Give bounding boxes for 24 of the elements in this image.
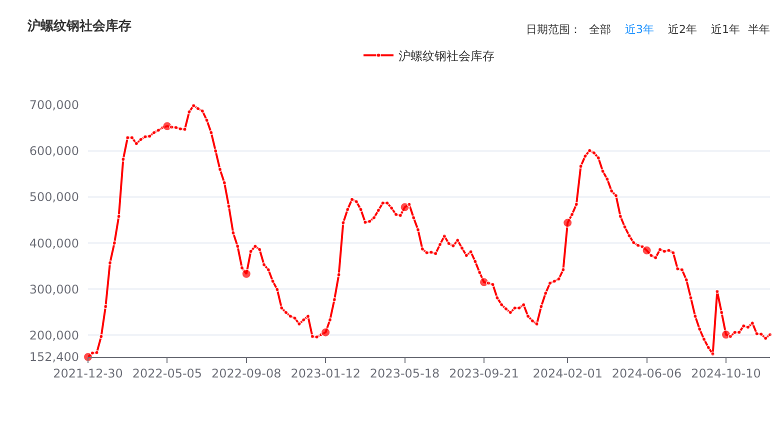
y-tick-label: 600,000: [29, 144, 79, 158]
text: 全部: [589, 23, 611, 36]
text: 日期范围：: [526, 23, 581, 36]
y-tick-label: 400,000: [29, 236, 79, 250]
x-tick-label: 2023-05-18: [370, 366, 440, 380]
y-tick-label: 152,400: [29, 350, 79, 364]
x-tick-label: 2024-10-10: [691, 366, 761, 380]
y-tick-label: 700,000: [29, 98, 79, 112]
x-tick-label: 2021-12-30: [53, 366, 123, 380]
text: 半年: [748, 23, 770, 36]
chart-title: 沪螺纹钢社会库存: [26, 18, 132, 34]
x-tick-label: 2024-06-06: [612, 366, 682, 380]
x-tick-label: 2022-05-05: [132, 366, 202, 380]
text: 近2年: [668, 23, 697, 36]
y-tick-label: 300,000: [29, 282, 79, 296]
x-tick-label: 2023-01-12: [290, 366, 360, 380]
x-tick-label: 2024-02-01: [532, 366, 602, 380]
y-tick-label: 500,000: [29, 190, 79, 204]
y-tick-label: 200,000: [29, 328, 79, 342]
legend-label: 沪螺纹钢社会库存: [398, 48, 494, 63]
x-tick-label: 2023-09-21: [449, 366, 519, 380]
text: 近1年: [711, 23, 740, 36]
x-tick-label: 2022-09-08: [212, 366, 282, 380]
text: 近3年: [625, 23, 654, 36]
